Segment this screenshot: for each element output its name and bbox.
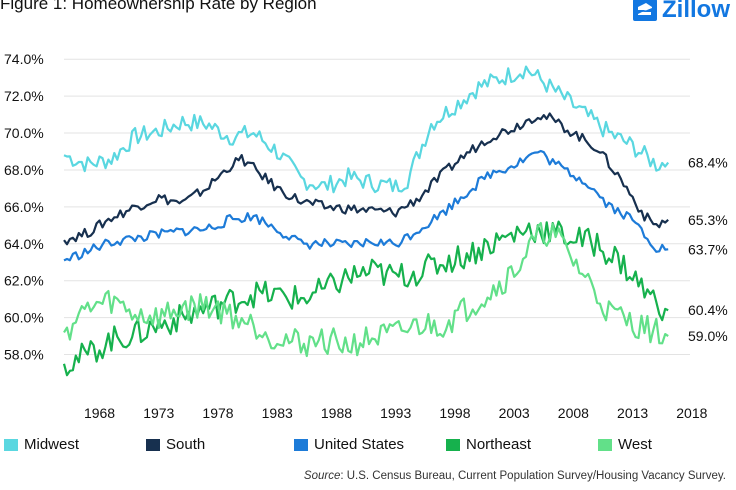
series-line-northeast [62, 220, 669, 377]
end-label: 63.7% [688, 241, 728, 257]
x-tick-label: 2018 [676, 405, 707, 421]
legend-swatch [598, 438, 612, 451]
x-tick-label: 1968 [84, 405, 115, 421]
end-label: 68.4% [688, 155, 728, 171]
end-label: 65.3% [688, 212, 728, 228]
x-tick-label: 1993 [380, 405, 411, 421]
y-tick-label: 70.0% [4, 125, 44, 141]
legend-swatch [446, 438, 460, 451]
y-tick-label: 64.0% [4, 236, 44, 252]
legend-swatch [146, 438, 160, 451]
legend-label: West [618, 436, 652, 453]
legend-label: Northeast [466, 436, 532, 453]
legend-item: Midwest [4, 436, 146, 453]
x-tick-label: 2013 [617, 405, 648, 421]
end-labels: 68.4% 65.3% 63.7% 60.4% 59.0% [688, 155, 728, 344]
legend-swatch [4, 438, 18, 451]
y-tick-label: 60.0% [4, 310, 44, 326]
x-tick-label: 2003 [499, 405, 530, 421]
x-tick-label: 1978 [202, 405, 233, 421]
grid-lines [64, 58, 690, 356]
end-label: 60.4% [688, 302, 728, 318]
x-axis-ticks: 1968 1973 1978 1983 1988 1993 1998 2003 2008 2013… [84, 405, 708, 421]
x-tick-label: 1983 [262, 405, 293, 421]
y-axis-ticks: 58.0% 60.0% 62.0% 64.0% 66.0% 68.0% 70.0% 72.0%… [4, 51, 44, 362]
source-text: : U.S. Census Bureau, Current Population… [340, 470, 726, 482]
series-line-south [63, 112, 669, 246]
line-chart: 58.0% 60.0% 62.0% 64.0% 66.0% 68.0% 70.0% 72.0%… [4, 51, 728, 421]
x-tick-label: 1988 [321, 405, 352, 421]
legend: Midwest South United States Northeast West [4, 436, 734, 453]
end-label: 59.0% [688, 328, 728, 344]
y-tick-label: 68.0% [4, 162, 44, 178]
source-note: Source: U.S. Census Bureau, Current Popu… [304, 470, 726, 482]
y-tick-label: 72.0% [4, 88, 44, 104]
zillow-logo-icon [633, 0, 657, 21]
y-tick-label: 62.0% [4, 273, 44, 289]
x-tick-label: 1998 [439, 405, 470, 421]
legend-label: South [166, 436, 206, 453]
legend-item: South [146, 436, 294, 453]
y-tick-label: 58.0% [4, 347, 44, 363]
legend-item: Northeast [446, 436, 598, 453]
chart-title: Figure 1: Homeownership Rate by Region [0, 0, 317, 13]
series-line-united-states [63, 149, 669, 262]
x-tick-label: 2008 [558, 405, 589, 421]
legend-swatch [294, 438, 308, 451]
series-line-west [63, 222, 669, 358]
legend-item: West [598, 436, 718, 453]
legend-item: United States [294, 436, 446, 453]
x-tick-label: 1973 [143, 405, 174, 421]
zillow-logo: Zillow [632, 0, 730, 24]
series-line-midwest [63, 65, 670, 194]
y-tick-label: 66.0% [4, 199, 44, 215]
series-lines [62, 65, 670, 377]
zillow-logo-text: Zillow [662, 0, 730, 23]
y-tick-label: 74.0% [4, 51, 44, 67]
legend-label: United States [314, 436, 405, 453]
source-prefix: Source [303, 470, 341, 482]
legend-label: Midwest [24, 436, 80, 453]
